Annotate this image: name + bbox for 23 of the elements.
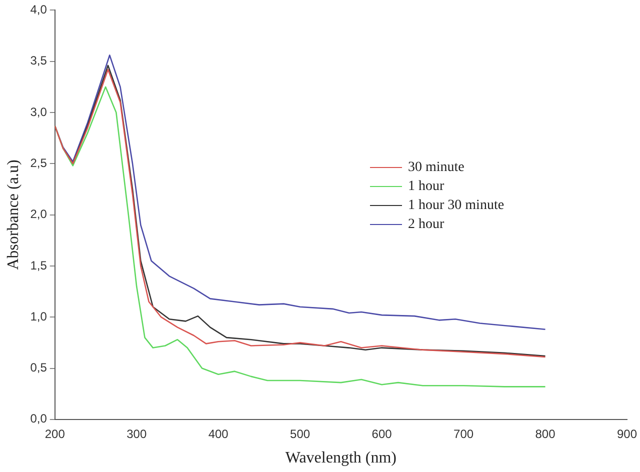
y-tick-label: 2,0: [30, 207, 48, 222]
legend-label: 1 hour: [408, 178, 444, 196]
y-tick-label: 1,5: [30, 258, 48, 272]
x-tick-label: 300: [126, 426, 147, 441]
x-tick-label: 500: [290, 426, 310, 441]
x-tick-label: 900: [616, 426, 638, 441]
x-tick-label: 400: [208, 426, 229, 441]
x-tick-label: 800: [535, 426, 556, 441]
x-tick-label: 200: [44, 426, 66, 441]
y-tick-label: 3,0: [30, 104, 48, 119]
x-tick-label: 700: [454, 426, 474, 441]
legend-label: 1 hour 30 minute: [408, 197, 504, 215]
legend-label: 2 hour: [408, 216, 444, 234]
legend-label: 30 minute: [408, 159, 464, 177]
y-tick-label: 3,5: [30, 54, 48, 68]
y-tick-label: 4,0: [30, 2, 48, 17]
y-tick-label: 0,0: [30, 412, 48, 426]
x-axis-title: Wavelength (nm): [285, 450, 396, 467]
y-tick-label: 1,0: [30, 309, 48, 324]
x-tick-label: 600: [372, 426, 392, 441]
y-tick-label: 2,5: [30, 156, 48, 170]
y-tick-label: 0,5: [30, 360, 48, 375]
y-axis-title: Absorbance (a.u): [4, 160, 22, 270]
